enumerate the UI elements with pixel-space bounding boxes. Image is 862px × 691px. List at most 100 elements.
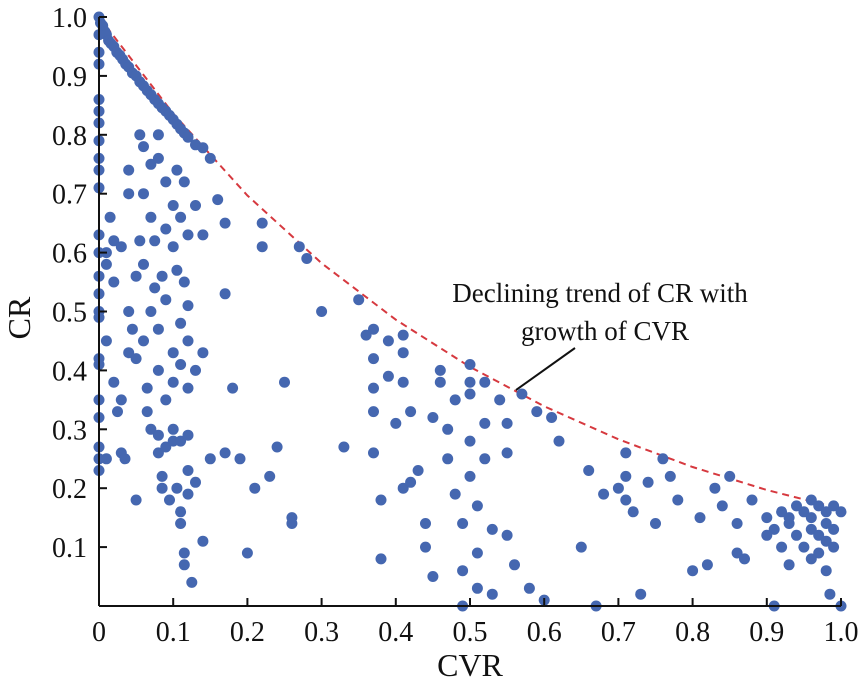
data-point <box>149 282 161 294</box>
data-point <box>813 529 825 541</box>
data-point <box>824 588 836 600</box>
data-point <box>123 164 135 176</box>
y-tick-label: 0.8 <box>52 121 87 152</box>
data-point <box>820 535 832 547</box>
x-tick-label: 0.4 <box>378 617 413 648</box>
data-point <box>264 470 276 482</box>
data-point <box>126 323 138 335</box>
data-point <box>479 453 491 465</box>
data-point <box>716 500 728 512</box>
data-point <box>175 518 187 529</box>
data-point <box>464 435 476 447</box>
data-point <box>178 176 190 188</box>
data-point <box>286 518 298 529</box>
data-point <box>776 506 788 518</box>
y-tick-label: 0.5 <box>52 298 87 329</box>
data-point <box>190 364 201 376</box>
data-point <box>190 200 201 211</box>
data-point <box>301 253 313 264</box>
data-point <box>612 482 624 494</box>
data-point <box>152 323 164 335</box>
data-point <box>375 553 387 565</box>
data-point <box>791 529 802 541</box>
data-point <box>175 211 187 223</box>
data-point <box>486 588 498 600</box>
data-point <box>152 129 164 141</box>
trend-curve <box>98 16 842 510</box>
data-point <box>256 217 268 229</box>
data-point <box>546 412 558 423</box>
data-point <box>100 258 112 270</box>
data-point <box>382 335 394 347</box>
data-point <box>701 559 713 571</box>
data-point <box>479 376 491 388</box>
data-point <box>115 241 127 253</box>
data-point <box>494 394 506 406</box>
data-point <box>731 518 743 529</box>
data-point <box>219 447 231 459</box>
data-point <box>427 412 439 423</box>
data-point <box>316 306 328 317</box>
data-point <box>175 435 187 447</box>
data-point <box>457 518 469 529</box>
data-point <box>382 370 394 382</box>
data-point <box>442 423 454 435</box>
data-point <box>427 571 439 582</box>
data-point <box>405 476 417 488</box>
data-point <box>464 470 476 482</box>
data-point <box>219 288 231 300</box>
data-point <box>178 276 190 288</box>
y-tick-label: 0.1 <box>52 533 87 564</box>
y-tick-label: 1.0 <box>52 3 87 34</box>
data-point <box>182 382 194 394</box>
data-point <box>657 453 669 465</box>
data-point <box>100 453 112 465</box>
data-point <box>709 482 721 494</box>
data-point <box>130 494 142 506</box>
data-point <box>219 217 231 229</box>
annotation-leader-line <box>515 347 576 391</box>
data-point <box>820 518 832 529</box>
data-point <box>160 394 172 406</box>
data-point <box>583 465 595 476</box>
data-point <box>694 512 706 524</box>
ticks-layer: 0 0.1 0.2 0.3 0.4 0.5 0.6 0.7 0.8 0.9 1.0 0.1 0.2 0.3… <box>52 3 859 648</box>
data-point <box>197 535 209 547</box>
data-point <box>813 547 825 559</box>
data-point <box>761 529 773 541</box>
x-tick-label: 0.1 <box>156 617 191 648</box>
data-point <box>171 482 183 494</box>
data-point <box>805 523 817 535</box>
data-point <box>104 211 116 223</box>
data-point <box>650 518 661 529</box>
data-point <box>212 194 224 206</box>
data-point <box>182 131 194 143</box>
data-point <box>167 347 179 359</box>
data-point <box>227 382 239 394</box>
x-tick-label: 0.2 <box>230 617 265 648</box>
data-point <box>160 176 172 188</box>
data-point <box>256 241 268 253</box>
data-point <box>171 164 183 176</box>
y-tick-label: 0.3 <box>52 415 87 446</box>
data-point <box>642 476 654 488</box>
y-axis-title: CR <box>1 296 37 339</box>
data-point <box>167 200 179 211</box>
data-point <box>516 388 528 400</box>
data-point <box>182 465 194 476</box>
y-tick-label: 0.2 <box>52 474 87 505</box>
data-point <box>523 582 535 594</box>
data-point <box>134 235 146 247</box>
data-point <box>156 270 168 282</box>
data-point <box>442 453 454 465</box>
data-point <box>152 364 164 376</box>
data-point <box>149 235 161 247</box>
data-point <box>449 488 461 500</box>
data-point <box>798 506 810 518</box>
data-point <box>178 547 190 559</box>
data-point <box>672 494 684 506</box>
data-point <box>241 547 253 559</box>
data-point <box>664 470 676 482</box>
data-point <box>471 500 483 512</box>
